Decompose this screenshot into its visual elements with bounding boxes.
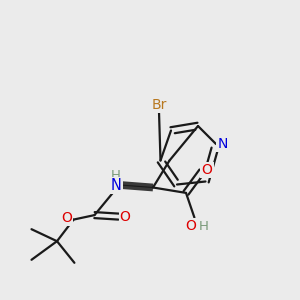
Text: O: O [61, 211, 72, 225]
Text: H: H [199, 220, 209, 233]
Text: N: N [218, 137, 228, 151]
Text: O: O [185, 220, 196, 233]
Text: O: O [120, 210, 130, 224]
Text: O: O [202, 163, 212, 177]
Text: H: H [111, 169, 121, 182]
Text: N: N [111, 178, 122, 193]
Text: Br: Br [151, 98, 167, 112]
